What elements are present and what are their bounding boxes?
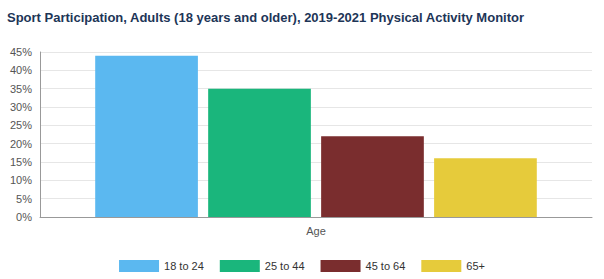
svg-text:25 to 44: 25 to 44: [265, 260, 305, 272]
svg-text:Age: Age: [306, 225, 326, 237]
svg-text:18 to 24: 18 to 24: [164, 260, 204, 272]
svg-text:0%: 0%: [16, 211, 32, 223]
svg-text:10%: 10%: [10, 174, 32, 186]
svg-text:20%: 20%: [10, 138, 32, 150]
svg-text:45%: 45%: [10, 46, 32, 58]
svg-text:65+: 65+: [466, 260, 485, 272]
svg-text:45 to 64: 45 to 64: [366, 260, 406, 272]
svg-text:30%: 30%: [10, 101, 32, 113]
svg-text:40%: 40%: [10, 64, 32, 76]
svg-text:5%: 5%: [16, 193, 32, 205]
svg-text:Sport Participation, Adults (1: Sport Participation, Adults (18 years an…: [7, 10, 524, 25]
svg-text:15%: 15%: [10, 156, 32, 168]
svg-text:25%: 25%: [10, 119, 32, 131]
svg-text:35%: 35%: [10, 83, 32, 95]
